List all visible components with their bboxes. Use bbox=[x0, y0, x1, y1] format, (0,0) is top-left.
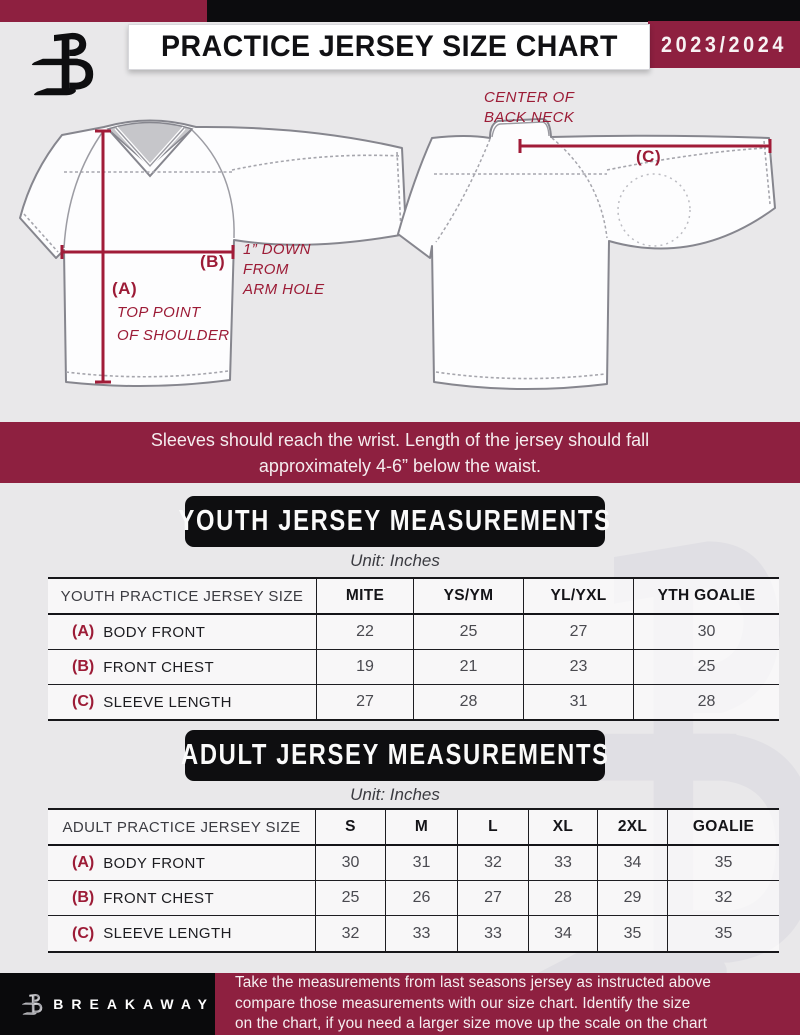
measure-line-b bbox=[60, 245, 235, 259]
row-key: (A) bbox=[72, 623, 95, 640]
table-row-label: (A) BODY FRONT bbox=[48, 615, 316, 650]
row-label-text: FRONT CHEST bbox=[103, 889, 215, 907]
top-strip-black bbox=[207, 0, 800, 22]
column-header: GOALIE bbox=[667, 810, 779, 846]
footer-note-box: Take the measurements from last seasons … bbox=[215, 973, 800, 1035]
cell-value: 26 bbox=[385, 881, 457, 916]
youth-section-heading: YOUTH JERSEY MEASUREMENTS bbox=[178, 505, 612, 537]
cell-value: 35 bbox=[667, 916, 779, 951]
shoulder-note: TOP POINT OF SHOULDER bbox=[117, 304, 230, 344]
adult-unit-label: Unit: Inches bbox=[350, 785, 440, 804]
cell-value: 30 bbox=[633, 615, 779, 650]
column-header: YS/YM bbox=[413, 579, 523, 615]
season-text: 2023/2024 bbox=[661, 31, 787, 57]
measure-line-c bbox=[518, 139, 772, 153]
cell-value: 33 bbox=[457, 916, 528, 951]
back-jersey-diagram bbox=[397, 118, 776, 391]
youth-unit-label: Unit: Inches bbox=[350, 551, 440, 570]
row-key: (C) bbox=[72, 924, 95, 942]
cell-value: 34 bbox=[528, 916, 597, 951]
arm-hole-note: 1” DOWN FROM ARM HOLE bbox=[243, 241, 325, 298]
cell-value: 28 bbox=[413, 685, 523, 719]
cell-value: 23 bbox=[523, 650, 633, 685]
season-badge: 2023/2024 bbox=[648, 21, 800, 68]
footer-brand-text: BREAKAWAY bbox=[53, 996, 215, 1012]
column-header: M bbox=[385, 810, 457, 846]
row-key: (C) bbox=[72, 693, 95, 710]
page-title: PRACTICE JERSEY SIZE CHART bbox=[160, 30, 618, 63]
cell-value: 33 bbox=[385, 916, 457, 951]
breakaway-logo-icon bbox=[31, 32, 94, 96]
center-back-neck-note: CENTER OF BACK NECK bbox=[484, 89, 575, 126]
table-label-header: YOUTH PRACTICE JERSEY SIZE bbox=[48, 579, 316, 615]
fit-notice-banner: Sleeves should reach the wrist. Length o… bbox=[0, 422, 800, 483]
measure-c-marker: (C) bbox=[636, 147, 662, 166]
cell-value: 27 bbox=[457, 881, 528, 916]
cell-value: 25 bbox=[413, 615, 523, 650]
column-header: MITE bbox=[316, 579, 413, 615]
adult-size-table: ADULT PRACTICE JERSEY SIZE S M L XL 2XL GOALIE… bbox=[48, 808, 779, 953]
cell-value: 28 bbox=[633, 685, 779, 719]
column-header: L bbox=[457, 810, 528, 846]
youth-size-table: YOUTH PRACTICE JERSEY SIZE MITE YS/YM YL/YX… bbox=[48, 577, 779, 721]
cell-value: 25 bbox=[633, 650, 779, 685]
cell-value: 33 bbox=[528, 846, 597, 881]
measure-line-a bbox=[95, 129, 111, 384]
row-label-text: SLEEVE LENGTH bbox=[103, 693, 232, 711]
table-row-label: (C) SLEEVE LENGTH bbox=[48, 916, 315, 951]
footer-note-text: Take the measurements from last seasons … bbox=[235, 974, 711, 1033]
column-header: XL bbox=[528, 810, 597, 846]
cell-value: 31 bbox=[385, 846, 457, 881]
cell-value: 34 bbox=[597, 846, 667, 881]
row-key: (A) bbox=[72, 854, 95, 871]
page-title-box: PRACTICE JERSEY SIZE CHART bbox=[128, 24, 650, 70]
table-label-header: ADULT PRACTICE JERSEY SIZE bbox=[48, 810, 315, 846]
row-label-text: BODY FRONT bbox=[103, 854, 206, 872]
row-key: (B) bbox=[72, 889, 95, 906]
table-row-label: (C) SLEEVE LENGTH bbox=[48, 685, 316, 719]
cell-value: 27 bbox=[523, 615, 633, 650]
column-header: YTH GOALIE bbox=[633, 579, 779, 615]
cell-value: 27 bbox=[316, 685, 413, 719]
column-header: 2XL bbox=[597, 810, 667, 846]
adult-section-heading: ADULT JERSEY MEASUREMENTS bbox=[180, 739, 610, 771]
table-row-label: (A) BODY FRONT bbox=[48, 846, 315, 881]
youth-section-banner: YOUTH JERSEY MEASUREMENTS bbox=[179, 496, 610, 547]
cell-value: 32 bbox=[667, 881, 779, 916]
table-row-label: (B) FRONT CHEST bbox=[48, 881, 315, 916]
cell-value: 30 bbox=[315, 846, 385, 881]
table-row-label: (B) FRONT CHEST bbox=[48, 650, 316, 685]
footer-brand-box: BREAKAWAY bbox=[0, 973, 215, 1035]
row-label-text: FRONT CHEST bbox=[103, 658, 215, 676]
cell-value: 35 bbox=[667, 846, 779, 881]
row-label-text: BODY FRONT bbox=[103, 623, 206, 641]
column-header: YL/YXL bbox=[523, 579, 633, 615]
cell-value: 21 bbox=[413, 650, 523, 685]
row-label-text: SLEEVE LENGTH bbox=[103, 925, 232, 942]
cell-value: 22 bbox=[316, 615, 413, 650]
cell-value: 31 bbox=[523, 685, 633, 719]
cell-value: 25 bbox=[315, 881, 385, 916]
top-strip-maroon bbox=[0, 0, 207, 22]
cell-value: 19 bbox=[316, 650, 413, 685]
front-jersey-diagram bbox=[19, 119, 407, 388]
cell-value: 29 bbox=[597, 881, 667, 916]
cell-value: 28 bbox=[528, 881, 597, 916]
column-header: S bbox=[315, 810, 385, 846]
breakaway-footer-logo-icon bbox=[21, 993, 43, 1015]
adult-section-banner: ADULT JERSEY MEASUREMENTS bbox=[181, 730, 608, 781]
measure-b-marker: (B) bbox=[200, 252, 226, 271]
cell-value: 32 bbox=[315, 916, 385, 951]
cell-value: 32 bbox=[457, 846, 528, 881]
cell-value: 35 bbox=[597, 916, 667, 951]
measure-a-marker: (A) bbox=[112, 279, 138, 298]
row-key: (B) bbox=[72, 658, 95, 675]
